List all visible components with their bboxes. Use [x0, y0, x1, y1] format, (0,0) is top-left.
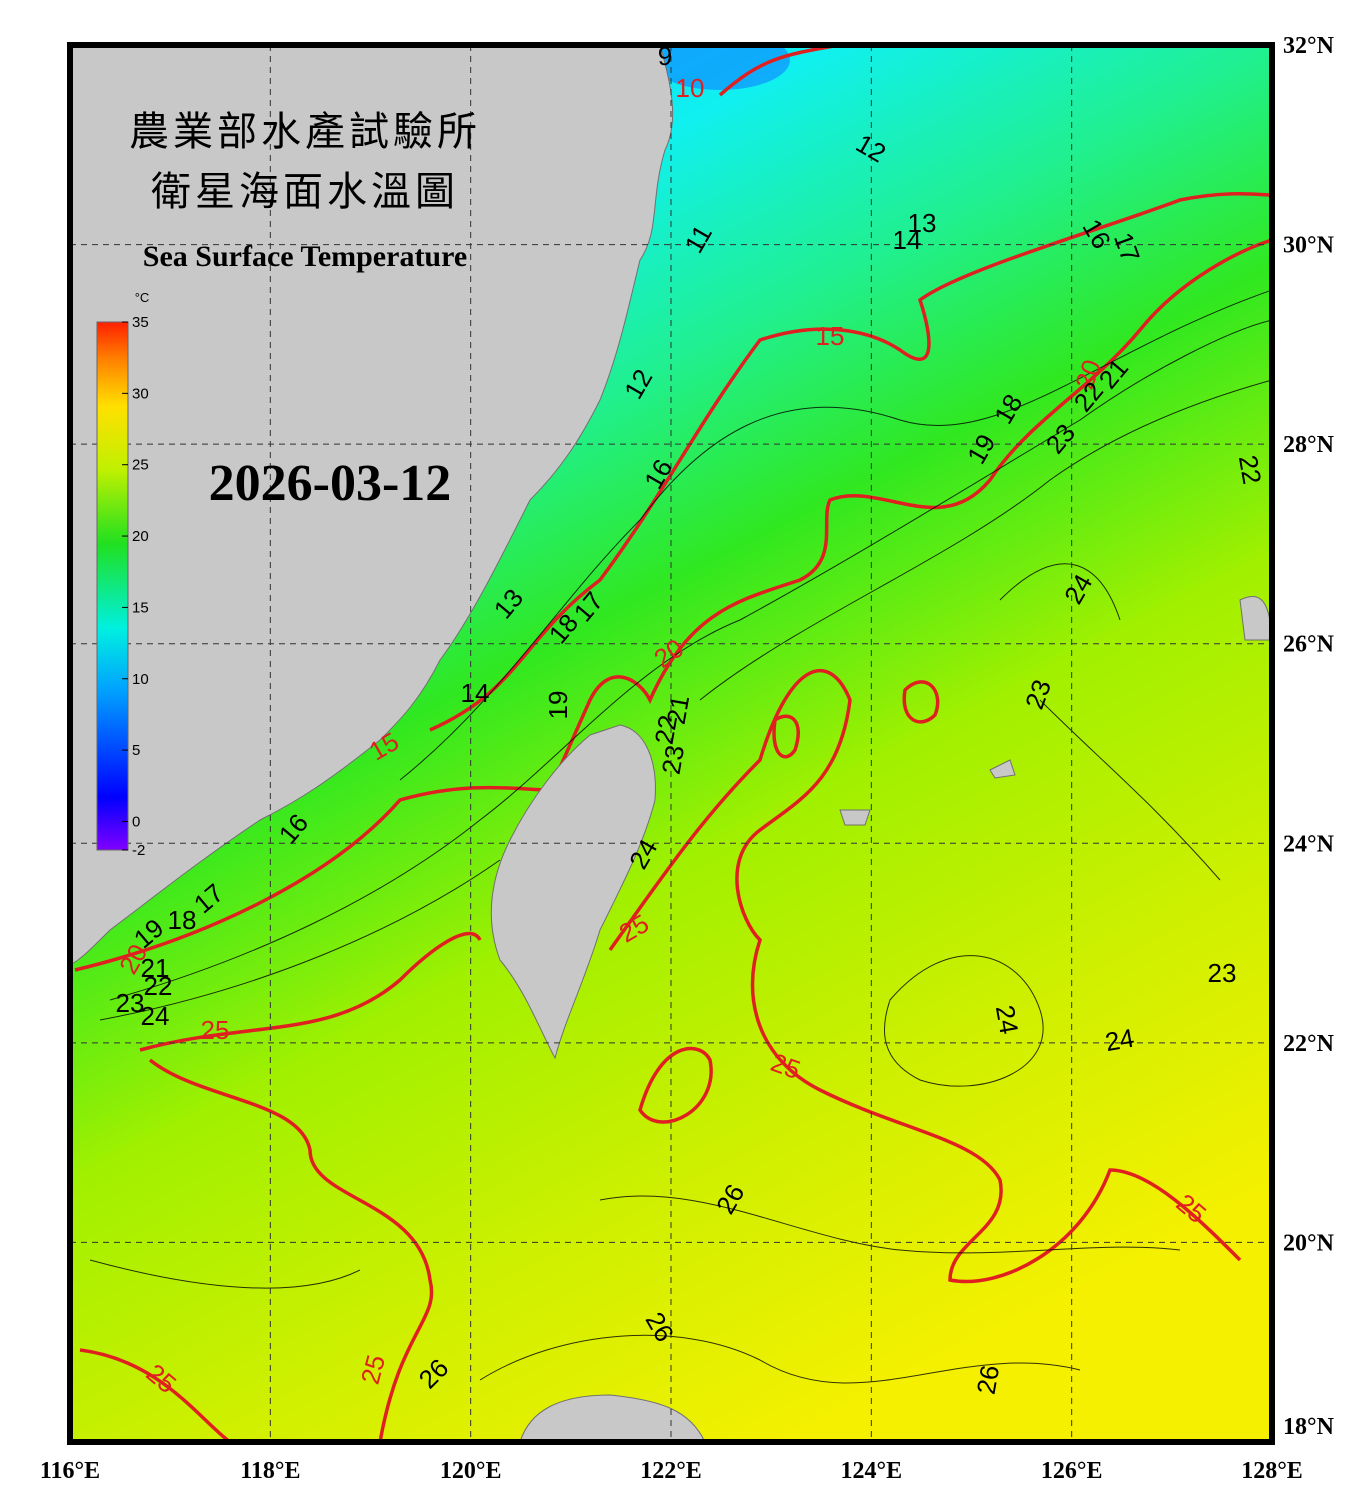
- land: [70, 45, 1272, 1442]
- lon-label: 116°E: [40, 1458, 100, 1484]
- contour-label: 14: [893, 225, 922, 255]
- colorbar-tick-label: 15: [132, 599, 149, 616]
- grid: [70, 45, 1272, 1442]
- contour-label: 14: [461, 678, 490, 708]
- contour-label: 10: [676, 73, 705, 103]
- contour-label: 13: [908, 208, 937, 238]
- colorbar-tick-label: -2: [132, 842, 145, 859]
- map-area: [70, 45, 1272, 1442]
- title-en: Sea Surface Temperature: [143, 240, 467, 273]
- contour-label: 19: [543, 691, 573, 720]
- lon-label: 122°E: [640, 1458, 702, 1484]
- lon-label: 128°E: [1241, 1458, 1303, 1484]
- title-zh: 衛星海面水溫圖: [151, 169, 459, 214]
- lat-label: 22°N: [1283, 1031, 1335, 1057]
- contour-label: 15: [816, 321, 845, 351]
- colorbar-unit: °C: [135, 290, 150, 305]
- contour-label: 22: [144, 971, 173, 1001]
- lon-label: 126°E: [1041, 1458, 1103, 1484]
- lat-label: 28°N: [1283, 432, 1335, 458]
- colorbar: [96, 321, 129, 851]
- date: 2026-03-12: [209, 455, 452, 512]
- contour-label: 21: [141, 953, 170, 983]
- colorbar-tick-label: 10: [132, 671, 149, 688]
- map-frame: [67, 42, 1275, 1445]
- colorbar-tick-label: 5: [132, 742, 140, 759]
- contour-label: 25: [201, 1015, 230, 1045]
- lat-label: 18°N: [1283, 1414, 1335, 1440]
- lat-label: 20°N: [1283, 1230, 1335, 1256]
- colorbar-tick-label: 25: [132, 457, 149, 474]
- title-zh: 農業部水產試驗所: [129, 109, 481, 154]
- lat-label: 30°N: [1283, 233, 1335, 259]
- contour-label: 18: [168, 905, 197, 935]
- contour-label: 22: [1233, 453, 1268, 487]
- contour-label: 24: [990, 1003, 1025, 1037]
- lat-label: 26°N: [1283, 632, 1335, 658]
- cold-patch: [650, 45, 790, 90]
- lat-label: 32°N: [1283, 33, 1335, 59]
- contour-label: 24: [1103, 1023, 1137, 1058]
- red-contours: [74, 45, 1272, 1442]
- colorbar-tick-label: 30: [132, 385, 149, 402]
- contour-label: 9: [658, 41, 672, 71]
- colorbar-tick-label: 20: [132, 528, 149, 545]
- contour-label: 22: [649, 713, 684, 747]
- black-contours: [89, 289, 1272, 1384]
- colorbar-tick-label: 0: [132, 813, 140, 830]
- lon-label: 124°E: [841, 1458, 903, 1484]
- contour-label: 23: [656, 743, 691, 777]
- contour-label: 24: [141, 1001, 170, 1031]
- contour-label: 23: [1208, 958, 1237, 988]
- contour-label: 23: [116, 988, 145, 1018]
- lat-label: 24°N: [1283, 831, 1335, 857]
- contour-label: 21: [661, 693, 696, 727]
- colorbar-tick-label: 35: [132, 314, 149, 331]
- lon-label: 120°E: [440, 1458, 502, 1484]
- contour-label: 26: [971, 1363, 1006, 1397]
- lon-label: 118°E: [240, 1458, 300, 1484]
